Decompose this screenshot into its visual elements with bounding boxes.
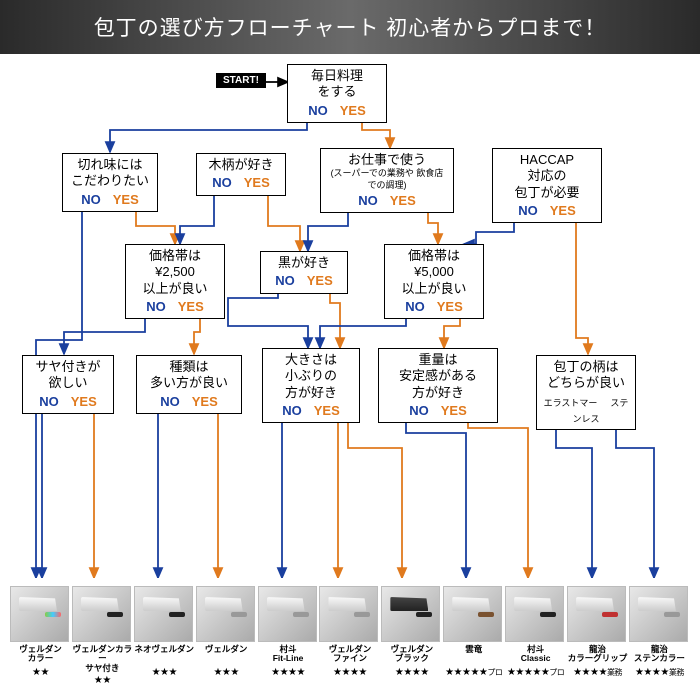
yes-label: YES bbox=[437, 299, 463, 314]
arrow-b5-yes bbox=[576, 221, 588, 354]
product-5: ヴェルダンファイン★★★★ bbox=[319, 586, 380, 686]
no-label: NO bbox=[282, 403, 302, 418]
start-badge: START! bbox=[216, 73, 266, 88]
decision-b6: 価格帯は¥2,500以上が良いNOYES bbox=[125, 244, 225, 319]
yes-label: YES bbox=[71, 394, 97, 409]
decision-b2: 切れ味にはこだわりたいNOYES bbox=[62, 153, 158, 212]
knife-icon bbox=[196, 586, 255, 642]
arrow-b7-yes bbox=[330, 286, 340, 348]
decision-b8: 価格帯は¥5,000以上が良いNOYES bbox=[384, 244, 484, 319]
yes-label: YES bbox=[178, 299, 204, 314]
knife-icon bbox=[72, 586, 131, 642]
arrow-b12-yes bbox=[468, 418, 528, 578]
yes-label: YES bbox=[550, 203, 576, 218]
arrow-b7-no bbox=[228, 286, 308, 348]
yes-label: YES bbox=[244, 175, 270, 190]
knife-icon bbox=[381, 586, 440, 642]
product-4: 村斗Fit-Line★★★★ bbox=[258, 586, 319, 686]
decision-b1: 毎日料理をするNOYES bbox=[287, 64, 387, 123]
knife-icon bbox=[443, 586, 502, 642]
flowchart-canvas: START! 毎日料理をするNOYES切れ味にはこだわりたいNOYES木柄が好き… bbox=[0, 48, 700, 700]
no-label: NO bbox=[39, 394, 59, 409]
arrow-b12-no bbox=[406, 418, 466, 578]
arrow-b3-yes bbox=[268, 188, 300, 251]
arrow-b11-yes2 bbox=[348, 418, 402, 578]
decision-b10: 種類は多い方が良いNOYES bbox=[136, 355, 242, 414]
yes-label: YES bbox=[390, 193, 416, 208]
knife-icon bbox=[258, 586, 317, 642]
yes-label: YES bbox=[192, 394, 218, 409]
knife-icon bbox=[134, 586, 193, 642]
knife-icon bbox=[567, 586, 626, 642]
no-label: NO bbox=[146, 299, 166, 314]
no-label: NO bbox=[212, 175, 232, 190]
yes-label: YES bbox=[340, 103, 366, 118]
decision-b12: 重量は安定感がある方が好きNOYES bbox=[378, 348, 498, 423]
decision-b5: HACCAP対応の包丁が必要NOYES bbox=[492, 148, 602, 223]
decision-b4: お仕事で使う(スーパーでの業務や 飲食店での調理)NOYES bbox=[320, 148, 454, 213]
arrow-b6-no bbox=[64, 314, 145, 354]
decision-b3: 木柄が好きNOYES bbox=[196, 153, 286, 196]
product-1: ヴェルダンカラーサヤ付き★★ bbox=[72, 586, 133, 686]
decision-b7: 黒が好きNOYES bbox=[260, 251, 348, 294]
knife-icon bbox=[505, 586, 564, 642]
yes-label: YES bbox=[307, 273, 333, 288]
product-9: 龍治カラーグリップ★★★★業務 bbox=[567, 586, 628, 686]
arrow-b8-no bbox=[320, 314, 406, 348]
yes-label: YES bbox=[441, 403, 467, 418]
arrow-b6-yes bbox=[194, 314, 200, 354]
product-10: 龍治ステンカラー★★★★業務 bbox=[629, 586, 690, 686]
arrows-layer bbox=[0, 48, 700, 578]
product-3: ヴェルダン★★★ bbox=[196, 586, 257, 686]
product-2: ネオヴェルダン★★★ bbox=[134, 586, 195, 686]
arrow-b3-no bbox=[180, 188, 214, 244]
yes-label: YES bbox=[314, 403, 340, 418]
arrow-b13-b bbox=[616, 418, 654, 578]
yes-label: YES bbox=[113, 192, 139, 207]
decision-b9: サヤ付きが欲しいNOYES bbox=[22, 355, 114, 414]
header-title: 包丁の選び方フローチャート 初心者からプロまで！ bbox=[0, 0, 700, 54]
knife-icon bbox=[629, 586, 688, 642]
decision-b13: 包丁の柄はどちらが良いエラストマー ステンレス bbox=[536, 355, 636, 430]
product-7: 雲竜★★★★★プロ bbox=[443, 586, 504, 686]
arrow-b13-a bbox=[556, 418, 592, 578]
no-label: NO bbox=[160, 394, 180, 409]
decision-b11: 大きさは小ぶりの方が好きNOYES bbox=[262, 348, 360, 423]
product-row: ヴェルダンカラー★★ヴェルダンカラーサヤ付き★★ネオヴェルダン★★★ヴェルダン★… bbox=[10, 586, 690, 686]
no-label: NO bbox=[275, 273, 295, 288]
no-label: NO bbox=[358, 193, 378, 208]
arrow-b1-no bbox=[110, 118, 307, 152]
no-label: NO bbox=[81, 192, 101, 207]
no-label: NO bbox=[518, 203, 538, 218]
knife-icon bbox=[10, 586, 69, 642]
product-0: ヴェルダンカラー★★ bbox=[10, 586, 71, 686]
product-6: ヴェルダンブラック★★★★ bbox=[381, 586, 442, 686]
knife-icon bbox=[319, 586, 378, 642]
no-label: NO bbox=[308, 103, 328, 118]
no-label: NO bbox=[409, 403, 429, 418]
arrow-b8-yes bbox=[444, 314, 460, 348]
no-label: NO bbox=[405, 299, 425, 314]
product-8: 村斗Classic★★★★★プロ bbox=[505, 586, 566, 686]
arrow-b5-no bbox=[464, 221, 514, 244]
